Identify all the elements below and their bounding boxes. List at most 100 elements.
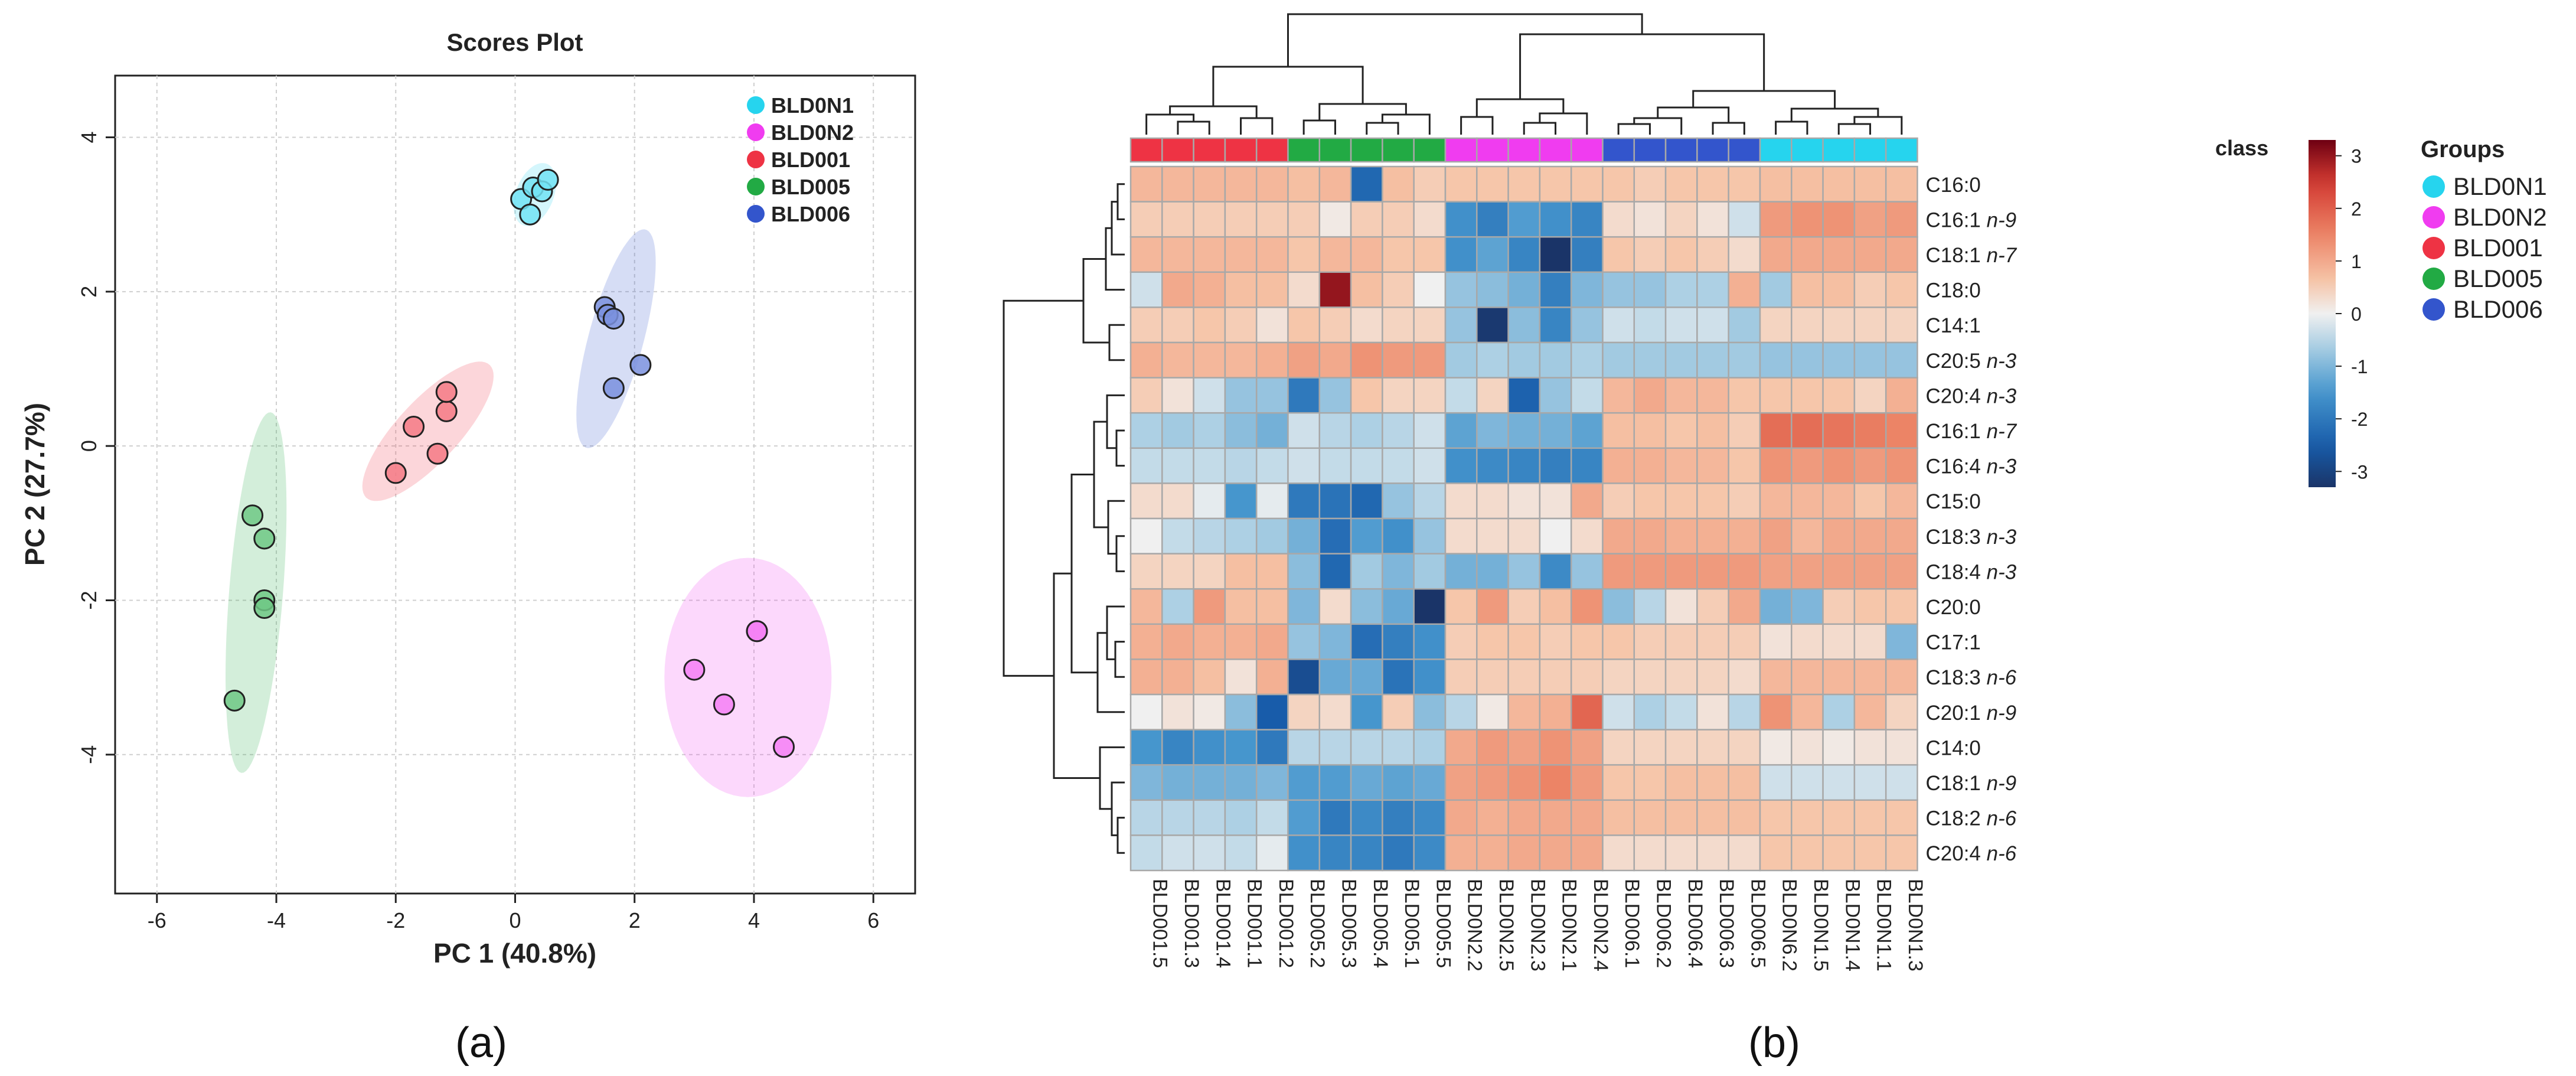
heatmap-cell (1255, 447, 1289, 484)
heatmap-cell (1633, 764, 1667, 801)
heatmap-cell (1224, 553, 1258, 590)
scores-plot-title: Scores Plot (446, 28, 583, 56)
heatmap-cell (1791, 377, 1824, 414)
heatmap-cell (1507, 693, 1541, 731)
point-bld001 (435, 381, 458, 403)
heatmap-cell (1759, 658, 1793, 696)
heatmap-cell (1885, 377, 1918, 414)
heatmap-cell (1382, 412, 1415, 449)
heatmap-cell (1602, 377, 1635, 414)
heatmap-cell (1791, 729, 1824, 766)
heatmap-cell (1759, 799, 1793, 836)
heatmap-cell (1633, 341, 1667, 379)
heatmap-cell (1539, 236, 1572, 273)
heatmap-cell (1633, 482, 1667, 520)
dendrogram-link (1633, 117, 1683, 135)
heatmap-cell (1728, 799, 1761, 836)
row-label: C14:1 (1926, 314, 1981, 337)
class-cell (1255, 137, 1289, 163)
heatmap-cell (1413, 553, 1447, 590)
heatmap-cell (1193, 482, 1226, 520)
heatmap-cell (1507, 412, 1541, 449)
heatmap-cell (1255, 623, 1289, 660)
heatmap-cell (1853, 764, 1887, 801)
dendrogram-link (1240, 117, 1274, 135)
heatmap-cell (1791, 165, 1824, 203)
heatmap-cell (1255, 729, 1289, 766)
heatmap-cell (1759, 377, 1793, 414)
heatmap-cell (1382, 517, 1415, 555)
heatmap-cell (1822, 553, 1856, 590)
heatmap-cell (1350, 588, 1383, 625)
heatmap-cell (1350, 165, 1383, 203)
heatmap-cell (1224, 377, 1258, 414)
point-bld005 (253, 527, 276, 550)
heatmap-cell (1255, 693, 1289, 731)
heatmap-cell (1696, 201, 1729, 238)
heatmap-cell (1224, 271, 1258, 308)
heatmap-cell (1885, 553, 1918, 590)
heatmap-cell (1287, 623, 1321, 660)
heatmap-cell (1224, 236, 1258, 273)
y-tick-label: 2 (77, 286, 101, 298)
heatmap-cell (1255, 764, 1289, 801)
heatmap-cell (1539, 623, 1572, 660)
heatmap-cell (1602, 799, 1635, 836)
heatmap-cell (1193, 307, 1226, 344)
x-tick-label: -2 (386, 908, 405, 932)
row-label: C20:5 n-3 (1926, 350, 2017, 373)
heatmap-cell (1224, 693, 1258, 731)
heatmap-cell (1539, 307, 1572, 344)
heatmap-cell (1129, 658, 1163, 696)
heatmap-cell (1759, 447, 1793, 484)
heatmap-cell (1570, 165, 1604, 203)
heatmap-cell (1602, 412, 1635, 449)
heatmap-cell (1664, 377, 1698, 414)
point-bld0n1 (537, 168, 559, 191)
heatmap-cell (1633, 834, 1667, 872)
heatmap-cell (1413, 623, 1447, 660)
heatmap-cell (1476, 588, 1509, 625)
heatmap-cell (1507, 377, 1541, 414)
dendrogram-link (1657, 106, 1730, 123)
heatmap-cell (1728, 447, 1761, 484)
heatmap-cell (1602, 658, 1635, 696)
dendrogram-link (1145, 113, 1195, 135)
heatmap-cell (1287, 271, 1321, 308)
heatmap-cell (1193, 553, 1226, 590)
heatmap-cell (1759, 834, 1793, 872)
heatmap-cell (1696, 307, 1729, 344)
heatmap-cell (1728, 623, 1761, 660)
column-label: BLD0N2.3 (1526, 879, 1549, 971)
heatmap-cell (1161, 377, 1194, 414)
heatmap-cell (1853, 377, 1887, 414)
heatmap-cell (1350, 693, 1383, 731)
column-label: BLD0N1.1 (1873, 879, 1895, 971)
heatmap-cell (1193, 693, 1226, 731)
groups-legend-marker (2422, 175, 2445, 198)
heatmap-cell (1853, 834, 1887, 872)
heatmap-cell (1444, 623, 1478, 660)
heatmap-cell (1287, 412, 1321, 449)
heatmap-cell (1633, 377, 1667, 414)
heatmap-cell (1444, 271, 1478, 308)
heatmap-cell (1602, 764, 1635, 801)
class-cell (1382, 137, 1415, 163)
heatmap-cell (1255, 307, 1289, 344)
heatmap-cell (1822, 412, 1856, 449)
heatmap-cell (1507, 482, 1541, 520)
heatmap-cell (1161, 307, 1194, 344)
heatmap-cell (1853, 693, 1887, 731)
heatmap-cell (1791, 447, 1824, 484)
heatmap-cell (1791, 307, 1824, 344)
heatmap-cell (1570, 693, 1604, 731)
heatmap-cell (1507, 623, 1541, 660)
heatmap-cell (1382, 377, 1415, 414)
heatmap-cell (1161, 412, 1194, 449)
heatmap-cell (1633, 729, 1667, 766)
heatmap-cell (1633, 553, 1667, 590)
heatmap-cell (1287, 517, 1321, 555)
heatmap-cell (1633, 165, 1667, 203)
x-tick-label: 4 (748, 908, 760, 932)
heatmap-cell (1822, 693, 1856, 731)
